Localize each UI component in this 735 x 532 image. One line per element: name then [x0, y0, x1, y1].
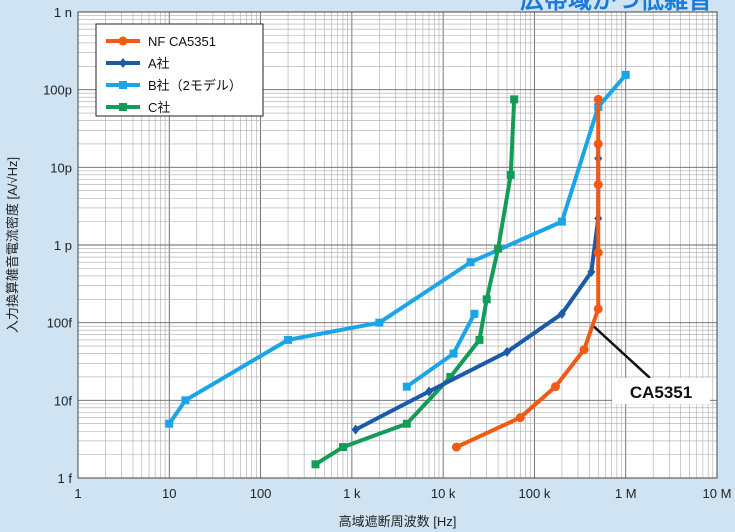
data-point	[311, 460, 320, 469]
data-point	[449, 349, 458, 358]
data-point	[118, 36, 128, 46]
data-point	[557, 217, 566, 226]
y-tick-label: 1 f	[58, 471, 73, 486]
data-point	[515, 413, 525, 423]
series-3	[402, 309, 479, 391]
data-point	[550, 382, 560, 392]
data-point	[375, 318, 384, 327]
data-point	[466, 258, 475, 267]
data-point	[510, 95, 519, 104]
series-4	[311, 95, 519, 469]
data-point	[494, 244, 503, 253]
x-tick-label: 10	[162, 486, 176, 501]
data-point	[593, 94, 603, 104]
data-point	[593, 139, 603, 149]
x-tick-label: 10 M	[703, 486, 732, 501]
data-point	[579, 345, 589, 355]
data-point	[165, 419, 174, 428]
y-tick-label: 100f	[47, 316, 73, 331]
data-point	[284, 335, 293, 344]
series-0	[451, 94, 603, 452]
data-point	[470, 309, 479, 318]
legend-label: C社	[148, 100, 170, 115]
data-point	[451, 442, 461, 452]
data-point	[482, 295, 491, 304]
y-tick-label: 1 n	[54, 5, 72, 20]
series-line	[167, 72, 628, 426]
x-tick-label: 1	[74, 486, 81, 501]
data-point	[593, 248, 603, 258]
annotation-label: CA5351	[630, 383, 692, 402]
plot-frame	[77, 11, 718, 479]
data-point	[587, 266, 596, 277]
legend-label: B社（2モデル）	[148, 78, 242, 93]
legend: NF CA5351 A社 B社（2モデル） C社	[95, 23, 264, 117]
data-point	[446, 372, 455, 381]
data-point	[502, 346, 511, 357]
x-tick-label: 10 k	[431, 486, 456, 501]
y-tick-label: 100p	[43, 83, 72, 98]
data-point	[181, 396, 190, 405]
data-point	[402, 419, 411, 428]
series-2	[165, 70, 630, 428]
annotation: CA5351	[593, 325, 710, 404]
data-point	[593, 180, 603, 190]
data-point	[621, 70, 630, 79]
grid-lines	[77, 12, 717, 479]
data-point	[119, 103, 127, 111]
data-point	[119, 81, 127, 89]
data-point	[351, 424, 360, 435]
data-point	[339, 443, 348, 452]
annotation-bg	[612, 378, 710, 404]
x-axis-title: 高域遮断周波数 [Hz]	[339, 514, 457, 529]
y-tick-label: 10p	[50, 160, 72, 175]
x-tick-label: 1 k	[343, 486, 361, 501]
data-point	[506, 170, 515, 179]
data-point	[119, 58, 127, 68]
data-point	[475, 335, 484, 344]
x-tick-label: 100	[250, 486, 272, 501]
data-point	[425, 386, 434, 397]
x-tick-label: 1 M	[615, 486, 637, 501]
annotation-leader	[593, 325, 651, 379]
y-tick-label: 10f	[54, 393, 72, 408]
legend-label: A社	[148, 56, 170, 71]
legend-label: NF CA5351	[148, 34, 216, 49]
data-point	[557, 308, 566, 319]
y-axis-title: 入力換算雑音電流密度 [A/√Hz]	[5, 157, 20, 333]
data-point	[402, 382, 411, 391]
x-tick-label: 100 k	[519, 486, 551, 501]
data-point	[593, 304, 603, 314]
chart-title: 広帯域かつ低雑音	[520, 0, 712, 14]
y-tick-label: 1 p	[54, 238, 72, 253]
